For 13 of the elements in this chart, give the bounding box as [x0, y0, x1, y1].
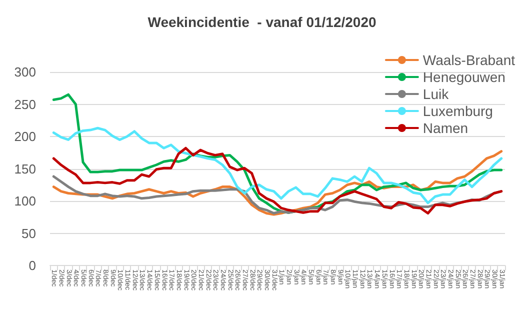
legend-label: Namen	[422, 120, 468, 136]
legend-label: Henegouwen	[422, 69, 506, 85]
chart-title: Weekincidentie - vanaf 01/12/2020	[148, 14, 376, 30]
y-tick-label: 150	[14, 161, 36, 176]
y-tick-label: 250	[14, 96, 36, 112]
legend-label: Luxemburg	[422, 103, 493, 119]
legend-label: Luik	[422, 86, 450, 102]
y-tick-label: 50	[22, 226, 36, 241]
y-tick-label: 300	[14, 64, 36, 80]
y-tick-label: 100	[14, 194, 36, 208]
y-tick-label: 0	[28, 258, 36, 273]
y-tick-label: 200	[14, 129, 36, 144]
legend-label: Waals-Brabant	[422, 52, 516, 68]
